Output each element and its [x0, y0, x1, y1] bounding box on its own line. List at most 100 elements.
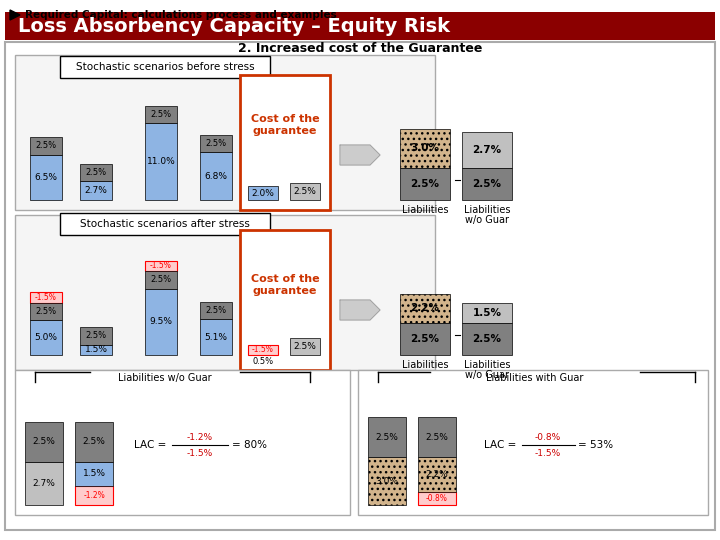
Text: 5.0%: 5.0% — [35, 333, 58, 342]
Text: 2.5%: 2.5% — [426, 433, 449, 442]
Bar — [60, 213, 270, 235]
Text: 2.5%: 2.5% — [472, 179, 502, 189]
Bar — [400, 322, 450, 355]
Text: 2.5%: 2.5% — [205, 139, 227, 148]
Text: 2.5%: 2.5% — [294, 187, 316, 195]
Bar — [30, 292, 62, 302]
Text: 1.5%: 1.5% — [472, 308, 502, 318]
Bar — [418, 457, 456, 492]
Bar — [25, 422, 63, 462]
Bar — [30, 320, 62, 355]
Text: 2.5%: 2.5% — [410, 179, 439, 189]
Bar — [462, 132, 512, 167]
Text: 2.5%: 2.5% — [150, 110, 171, 119]
Text: Loss Absorbency Capacity – Equity Risk: Loss Absorbency Capacity – Equity Risk — [18, 17, 450, 36]
Text: -0.8%: -0.8% — [426, 494, 448, 503]
Text: 2.5%: 2.5% — [410, 334, 439, 344]
Bar — [145, 271, 177, 288]
Bar — [145, 123, 177, 200]
Text: 6.5%: 6.5% — [35, 173, 58, 182]
Polygon shape — [340, 300, 380, 320]
Bar — [75, 486, 113, 505]
Polygon shape — [10, 10, 20, 20]
Text: -1.5%: -1.5% — [35, 293, 57, 302]
Bar — [145, 260, 177, 271]
Text: 5.1%: 5.1% — [204, 333, 228, 342]
Text: -1.5%: -1.5% — [535, 449, 561, 457]
Bar — [200, 152, 232, 200]
Bar — [418, 492, 456, 505]
Bar — [400, 129, 450, 167]
Bar — [248, 186, 278, 200]
Text: Stochastic scenarios after stress: Stochastic scenarios after stress — [80, 219, 250, 229]
Text: 2.2%: 2.2% — [426, 470, 449, 479]
Text: 2.7%: 2.7% — [472, 145, 502, 155]
Text: Liabilities with Guar: Liabilities with Guar — [486, 373, 584, 383]
Text: Cost of the
guarantee: Cost of the guarantee — [251, 274, 319, 296]
Text: 2.5%: 2.5% — [150, 275, 171, 284]
Text: Liabilities: Liabilities — [464, 360, 510, 370]
Text: 3.0%: 3.0% — [410, 143, 439, 153]
Text: 2.5%: 2.5% — [205, 306, 227, 315]
Text: 2.5%: 2.5% — [83, 437, 105, 446]
Text: -1.5%: -1.5% — [252, 345, 274, 354]
Bar — [80, 164, 112, 181]
Text: 2.7%: 2.7% — [84, 186, 107, 195]
Text: Liabilities w/o Guar: Liabilities w/o Guar — [118, 373, 212, 383]
Bar — [400, 167, 450, 200]
Text: 2.5%: 2.5% — [294, 342, 316, 351]
Text: Liabilities: Liabilities — [402, 205, 449, 215]
Bar — [248, 345, 278, 355]
Bar — [15, 55, 435, 210]
Bar — [400, 294, 450, 322]
Text: 2.5%: 2.5% — [86, 331, 107, 340]
Text: 1.5%: 1.5% — [84, 345, 107, 354]
Text: 9.5%: 9.5% — [150, 317, 173, 326]
Text: 2.5%: 2.5% — [86, 168, 107, 177]
Bar — [462, 322, 512, 355]
Text: LAC =: LAC = — [485, 440, 520, 450]
Text: 2. Increased cost of the Guarantee: 2. Increased cost of the Guarantee — [238, 42, 482, 55]
Bar — [80, 327, 112, 345]
Bar — [30, 137, 62, 154]
Text: -1.5%: -1.5% — [150, 261, 172, 270]
Bar — [145, 288, 177, 355]
Text: 11.0%: 11.0% — [147, 157, 176, 166]
Bar — [30, 154, 62, 200]
Text: w/o Guar: w/o Guar — [465, 370, 509, 380]
Bar — [200, 302, 232, 319]
Bar — [240, 230, 330, 370]
Bar — [418, 417, 456, 457]
Bar — [368, 457, 406, 505]
Text: 6.8%: 6.8% — [204, 172, 228, 181]
Text: 2.5%: 2.5% — [32, 437, 55, 446]
Bar — [5, 12, 715, 40]
Bar — [75, 422, 113, 462]
Text: w/o Guar: w/o Guar — [465, 215, 509, 225]
Bar — [368, 417, 406, 457]
Text: 2.5%: 2.5% — [35, 141, 57, 150]
Bar — [145, 105, 177, 123]
Polygon shape — [340, 145, 380, 165]
Bar — [60, 56, 270, 78]
Bar — [200, 135, 232, 152]
Text: Liabilities: Liabilities — [464, 205, 510, 215]
Text: -1.5%: -1.5% — [187, 449, 213, 457]
Bar — [80, 345, 112, 355]
Bar — [462, 303, 512, 322]
Bar — [290, 338, 320, 355]
Bar — [240, 75, 330, 210]
Bar — [15, 215, 435, 370]
Text: = 53%: = 53% — [578, 440, 613, 450]
Bar — [75, 462, 113, 486]
Bar — [80, 181, 112, 200]
Bar — [30, 302, 62, 320]
Bar — [462, 167, 512, 200]
Text: 0.5%: 0.5% — [253, 356, 274, 366]
Text: Stochastic scenarios before stress: Stochastic scenarios before stress — [76, 62, 254, 72]
Text: 2.2%: 2.2% — [410, 303, 439, 313]
Text: 2.0%: 2.0% — [251, 188, 274, 198]
Text: Liabilities: Liabilities — [402, 360, 449, 370]
Text: Cost of the
guarantee: Cost of the guarantee — [251, 114, 319, 136]
Bar — [290, 183, 320, 200]
